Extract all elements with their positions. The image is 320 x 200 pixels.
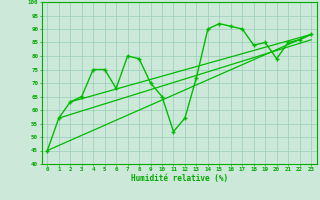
X-axis label: Humidité relative (%): Humidité relative (%): [131, 174, 228, 183]
